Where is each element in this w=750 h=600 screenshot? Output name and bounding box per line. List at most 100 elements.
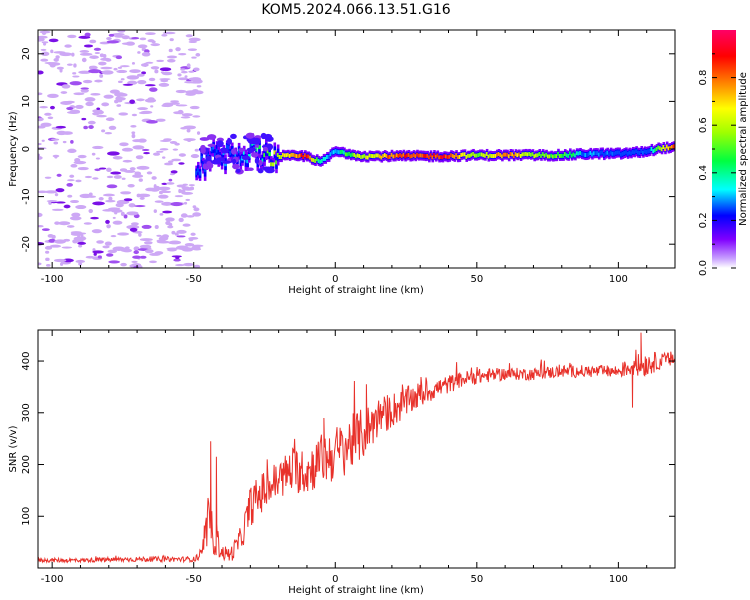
noise-blob <box>117 66 123 69</box>
ridge-core <box>409 154 412 159</box>
noise-blob <box>88 125 94 129</box>
ridge-core <box>246 159 249 164</box>
spectrogram-xtick-label: -50 <box>186 274 202 285</box>
ridge-core <box>270 162 273 167</box>
ridge-core <box>248 154 251 159</box>
ridge-core <box>569 151 572 156</box>
noise-blob <box>59 68 63 73</box>
noise-blob <box>108 196 113 201</box>
noise-blob <box>127 183 135 188</box>
noise-blob <box>180 213 188 218</box>
noise-blob <box>108 33 115 37</box>
noise-blob <box>96 240 104 244</box>
ridge-core <box>273 150 277 155</box>
ridge-core <box>365 155 368 160</box>
snr-panel: -100 -50 0 50 100 100 200 300 400 Height of stra… <box>8 329 676 596</box>
noise-blob <box>81 117 87 121</box>
ridge-core <box>487 154 491 159</box>
ridge-core <box>550 153 553 158</box>
ridge-core <box>647 149 650 154</box>
ridge-core <box>518 152 521 157</box>
ridge-core <box>664 147 667 152</box>
noise-blob <box>162 156 166 159</box>
noise-blob <box>106 253 114 257</box>
ridge-core <box>280 155 283 160</box>
ridge-core <box>244 158 248 163</box>
ridge-core <box>507 154 511 159</box>
noise-blob <box>72 239 78 244</box>
spectrogram-xtick-label: 100 <box>609 274 628 285</box>
snr-ytick-label: 200 <box>21 455 32 474</box>
noise-blob <box>168 178 173 182</box>
snr-xtick-label: 0 <box>332 574 338 585</box>
noise-blob <box>188 77 199 81</box>
ridge-core <box>574 153 577 158</box>
ridge-blob <box>238 147 246 152</box>
noise-blob <box>49 244 62 248</box>
ridge-core <box>541 152 545 157</box>
ridge-core <box>548 154 552 159</box>
ridge-core <box>433 153 436 158</box>
ridge-core <box>407 152 411 157</box>
noise-blob <box>66 182 73 187</box>
ridge-core <box>321 158 324 163</box>
noise-blob <box>89 65 93 70</box>
noise-blob <box>66 63 73 66</box>
ridge-core <box>348 151 351 156</box>
noise-blob <box>163 162 174 166</box>
ridge-core <box>463 152 467 157</box>
noise-blob <box>150 66 160 70</box>
ridge-core <box>212 145 215 150</box>
noise-blob <box>188 184 195 187</box>
noise-blob <box>104 241 112 246</box>
ridge-core <box>621 151 625 156</box>
ridge-core <box>456 155 460 160</box>
noise-blob <box>137 51 141 54</box>
noise-blob <box>110 171 122 175</box>
noise-blob <box>160 71 165 74</box>
noise-blob <box>70 232 83 236</box>
noise-blob <box>145 61 154 64</box>
noise-blob <box>168 222 173 227</box>
noise-blob <box>181 113 193 117</box>
noise-blob <box>116 69 128 74</box>
noise-blob <box>157 186 171 191</box>
noise-blob <box>139 238 153 242</box>
ridge-core <box>366 155 370 160</box>
noise-blob <box>188 70 195 73</box>
noise-blob <box>75 179 82 183</box>
ridge-core <box>249 143 253 148</box>
ridge-core <box>523 152 526 157</box>
ridge-core <box>652 149 655 154</box>
ridge-core <box>453 154 457 159</box>
noise-blob <box>120 191 132 195</box>
noise-blob <box>192 205 197 209</box>
noise-blob <box>102 245 110 249</box>
ridge-core <box>373 154 377 159</box>
noise-blob <box>61 84 71 89</box>
noise-blob <box>40 58 49 62</box>
spectrogram-ytick-label: -10 <box>21 188 32 204</box>
ridge-blob <box>252 137 261 145</box>
noise-blob <box>69 81 82 86</box>
ridge-core <box>609 150 613 155</box>
ridge-core <box>412 153 416 158</box>
ridge-blob <box>247 148 253 154</box>
ridge-core <box>210 147 214 152</box>
ridge-core <box>397 153 401 158</box>
ridge-blob <box>202 163 208 170</box>
noise-blob <box>186 128 191 133</box>
noise-blob <box>155 118 166 122</box>
snr-ytick-label: 300 <box>21 403 32 422</box>
ridge-core <box>315 157 319 162</box>
noise-blob <box>61 246 73 249</box>
ridge-core <box>445 154 448 159</box>
ridge-core <box>287 152 290 157</box>
noise-blob <box>112 156 123 160</box>
noise-blob <box>153 184 157 189</box>
noise-blob <box>132 255 142 259</box>
ridge-core <box>293 153 297 158</box>
ridge-core <box>421 153 424 158</box>
spectrogram-xlabel: Height of straight line (km) <box>288 285 424 296</box>
